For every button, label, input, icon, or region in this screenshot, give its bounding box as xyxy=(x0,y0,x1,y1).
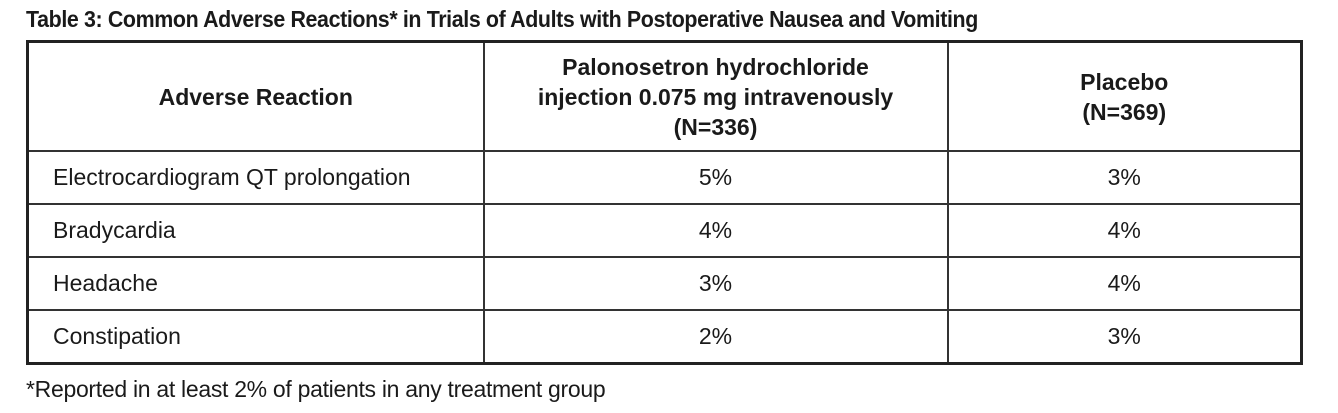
table-footnote: *Reported in at least 2% of patients in … xyxy=(26,376,606,402)
header-palonosetron-line3: (N=336) xyxy=(673,113,758,140)
header-palonosetron-line1: Palonosetron hydrochloride xyxy=(562,53,869,80)
table-row: Electrocardiogram QT prolongation 5% 3% xyxy=(26,150,1303,205)
header-palonosetron-line2: injection 0.075 mg intravenously xyxy=(537,83,894,110)
header-placebo-line1: Placebo xyxy=(1080,68,1169,95)
reaction-cell: Bradycardia xyxy=(26,203,485,258)
table-header-row: Adverse Reaction Palonosetron hydrochlor… xyxy=(26,40,1303,152)
placebo-cell: 4% xyxy=(946,203,1303,258)
table-row: Bradycardia 4% 4% xyxy=(26,203,1303,258)
header-placebo-line2: (N=369) xyxy=(1082,98,1167,125)
reaction-cell: Headache xyxy=(26,256,485,311)
reaction-cell: Electrocardiogram QT prolongation xyxy=(26,150,485,205)
placebo-cell: 3% xyxy=(946,150,1303,205)
table-row: Constipation 2% 3% xyxy=(26,309,1303,365)
header-adverse-reaction-label: Adverse Reaction xyxy=(158,83,353,110)
placebo-cell: 4% xyxy=(946,256,1303,311)
palonosetron-cell: 4% xyxy=(482,203,949,258)
placebo-cell: 3% xyxy=(946,309,1303,365)
table-title: Table 3: Common Adverse Reactions* in Tr… xyxy=(26,6,978,32)
reaction-cell: Constipation xyxy=(26,309,485,365)
palonosetron-cell: 2% xyxy=(482,309,949,365)
palonosetron-cell: 5% xyxy=(482,150,949,205)
palonosetron-cell: 3% xyxy=(482,256,949,311)
header-palonosetron: Palonosetron hydrochloride injection 0.0… xyxy=(482,40,949,152)
header-adverse-reaction: Adverse Reaction xyxy=(26,40,485,152)
table-row: Headache 3% 4% xyxy=(26,256,1303,311)
adverse-reactions-table: Adverse Reaction Palonosetron hydrochlor… xyxy=(26,40,1303,365)
header-placebo: Placebo (N=369) xyxy=(946,40,1303,152)
